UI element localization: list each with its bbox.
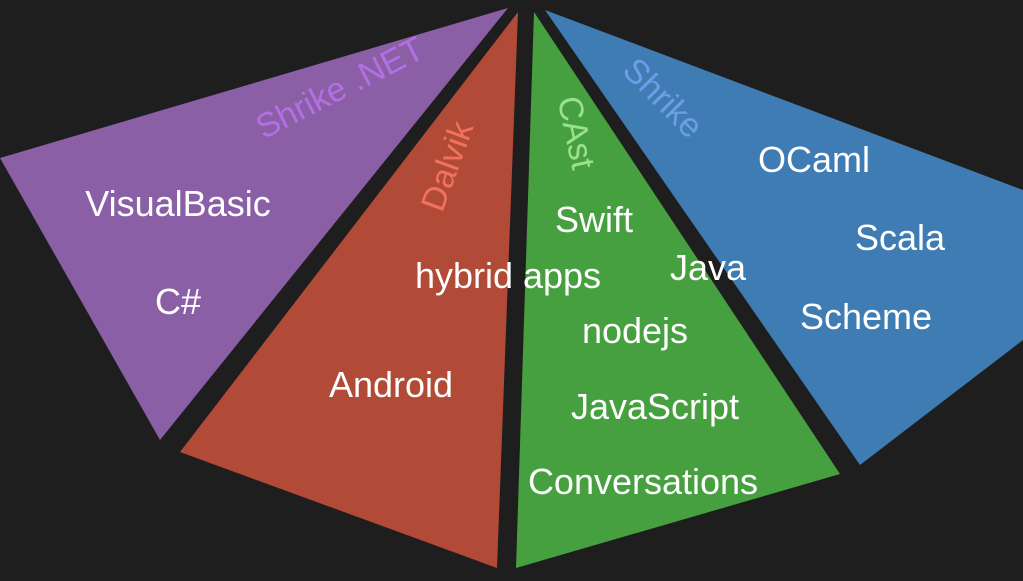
segment-shrike-net [0, 8, 508, 440]
item-android: Android [329, 364, 453, 405]
item-nodejs: nodejs [582, 310, 688, 351]
item-scheme: Scheme [800, 296, 932, 337]
segment-dalvik [180, 12, 518, 568]
segment-cast [516, 12, 840, 568]
item-hybrid-apps: hybrid apps [415, 255, 601, 296]
item-visualbasic: VisualBasic [85, 183, 270, 224]
item-java: Java [670, 247, 747, 288]
item-csharp: C# [155, 281, 201, 322]
item-ocaml: OCaml [758, 139, 870, 180]
item-javascript: JavaScript [571, 386, 739, 427]
item-scala: Scala [855, 217, 946, 258]
segment-shrike [545, 10, 1023, 465]
item-swift: Swift [555, 199, 633, 240]
item-conversations: Conversations [528, 461, 758, 502]
